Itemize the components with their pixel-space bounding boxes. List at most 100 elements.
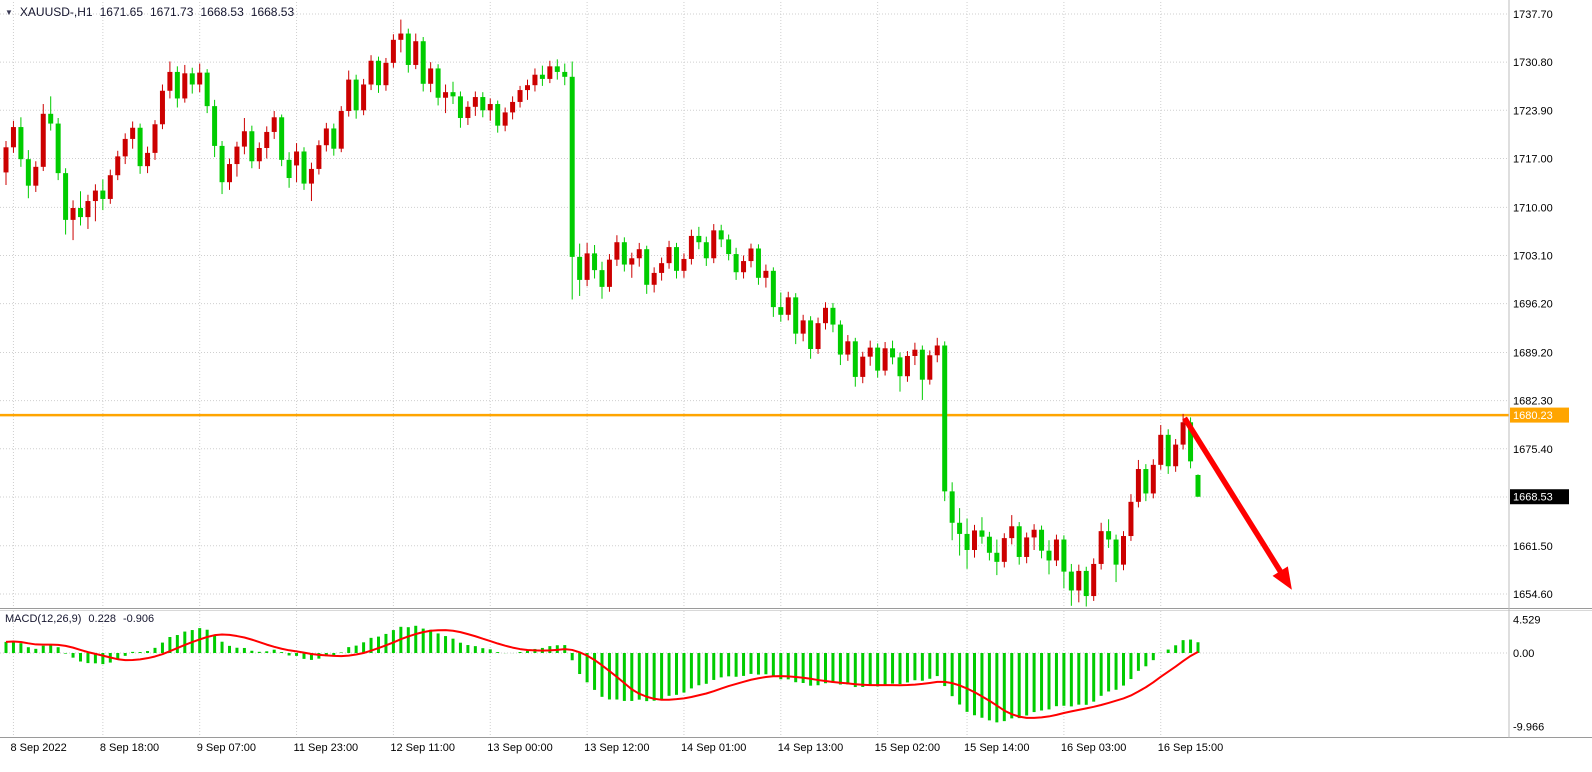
- candle-body: [495, 104, 501, 126]
- price-axis-label: 1717.00: [1513, 153, 1553, 165]
- candle-body: [152, 124, 158, 153]
- time-axis-label: 16 Sep 03:00: [1061, 742, 1126, 754]
- candle-body: [271, 117, 277, 132]
- candle-body: [1091, 563, 1097, 597]
- candle-body: [182, 73, 188, 99]
- current-price-badge: [1510, 489, 1569, 505]
- candle-body: [1076, 570, 1082, 591]
- candle-body: [554, 66, 560, 72]
- candle-body: [703, 242, 709, 259]
- candle-body: [912, 349, 918, 356]
- candle-body: [338, 111, 344, 149]
- candle-body: [405, 33, 411, 65]
- candle-body: [592, 253, 598, 271]
- trend-arrow-head[interactable]: [1272, 566, 1292, 590]
- candle-body: [122, 138, 128, 157]
- candle-body: [562, 71, 568, 77]
- price-axis-label: 1689.20: [1513, 347, 1553, 359]
- candle-body: [599, 270, 605, 287]
- candle-body: [502, 112, 508, 126]
- ohlc-close: 1668.53: [250, 5, 295, 19]
- candle-body: [420, 41, 426, 84]
- time-axis[interactable]: 8 Sep 2022 8 Sep 18:00 9 Sep 07:00 11 Sep 2…: [10, 742, 1223, 754]
- ohlc-low: 1668.53: [200, 5, 244, 19]
- time-axis-label: 16 Sep 15:00: [1158, 742, 1223, 754]
- candle-body: [1173, 444, 1179, 467]
- time-axis-label: 15 Sep 02:00: [875, 742, 940, 754]
- candle-body: [212, 106, 218, 146]
- candle-body: [465, 106, 471, 118]
- trend-arrow-line[interactable]: [1182, 416, 1287, 580]
- candle-body: [815, 323, 821, 349]
- candle-body: [204, 72, 210, 107]
- candle-body: [115, 156, 121, 176]
- candle-body: [159, 90, 165, 125]
- candle-body: [361, 84, 367, 111]
- candle-body: [979, 530, 985, 537]
- candle-body: [569, 76, 575, 257]
- macd-axis-label: -9.966: [1513, 722, 1544, 734]
- time-axis-label: 15 Sep 14:00: [964, 742, 1029, 754]
- hline-price-badge-text: 1680.23: [1513, 410, 1553, 422]
- time-axis-label: 13 Sep 00:00: [487, 742, 552, 754]
- price-axis[interactable]: 1737.70 1730.80 1723.90 1717.00 1710.00 1703.…: [1510, 9, 1569, 734]
- candle-body: [904, 355, 910, 377]
- candle-body: [323, 128, 329, 146]
- candle-body: [584, 253, 590, 280]
- candle-body: [376, 60, 381, 86]
- candle-body: [1001, 538, 1007, 562]
- candle-body: [1083, 570, 1089, 597]
- candle-body: [145, 152, 151, 167]
- candle-body: [130, 127, 136, 139]
- candle-body: [10, 127, 16, 148]
- candle-body: [875, 347, 881, 371]
- candle-body: [726, 239, 732, 255]
- candle-body: [1024, 537, 1030, 557]
- candle-body: [137, 127, 143, 167]
- price-axis-label: 1737.70: [1513, 9, 1553, 21]
- candle-body: [368, 60, 374, 85]
- candle-body: [934, 345, 940, 356]
- time-axis-label: 12 Sep 11:00: [390, 742, 455, 754]
- candle-body: [577, 256, 583, 280]
- candle-body: [651, 272, 657, 285]
- candle-body: [1113, 539, 1119, 565]
- candle-body: [919, 349, 925, 380]
- candle-body: [25, 159, 31, 186]
- candle-body: [70, 208, 76, 220]
- grid: [0, 2, 1509, 738]
- candle-body: [942, 345, 948, 492]
- ohlc-high: 1671.73: [150, 5, 194, 19]
- candle-body: [219, 145, 225, 183]
- macd-axis-label: 4.529: [1513, 614, 1541, 626]
- candle-body: [48, 113, 54, 124]
- chart-dropdown-icon[interactable]: ▼: [5, 7, 13, 17]
- candle-body: [383, 62, 389, 86]
- candle-body: [823, 307, 828, 324]
- candle-body: [1150, 464, 1156, 494]
- candle-body: [800, 320, 806, 334]
- candle-body: [256, 147, 262, 162]
- candle-body: [890, 348, 896, 358]
- candle-body: [1135, 469, 1141, 502]
- price-axis-label: 1703.10: [1513, 250, 1553, 262]
- candle-body: [1165, 434, 1171, 467]
- candle-body: [294, 151, 300, 166]
- candle-body: [1098, 531, 1104, 564]
- candle-body: [1031, 529, 1037, 538]
- price-axis-label: 1654.60: [1513, 589, 1553, 601]
- macd-signal-line: [5, 629, 1199, 719]
- candle-body: [435, 68, 441, 98]
- candle-body: [390, 39, 396, 63]
- candle-body: [174, 71, 180, 99]
- candle-body: [346, 79, 352, 112]
- candle-body: [994, 552, 1000, 562]
- candle-body: [1053, 539, 1059, 561]
- candle-body: [882, 348, 888, 371]
- candle-body: [55, 123, 61, 174]
- candle-body: [741, 261, 747, 273]
- time-axis-label: 11 Sep 23:00: [294, 742, 359, 754]
- candle-body: [897, 357, 903, 377]
- candle-body: [852, 341, 858, 377]
